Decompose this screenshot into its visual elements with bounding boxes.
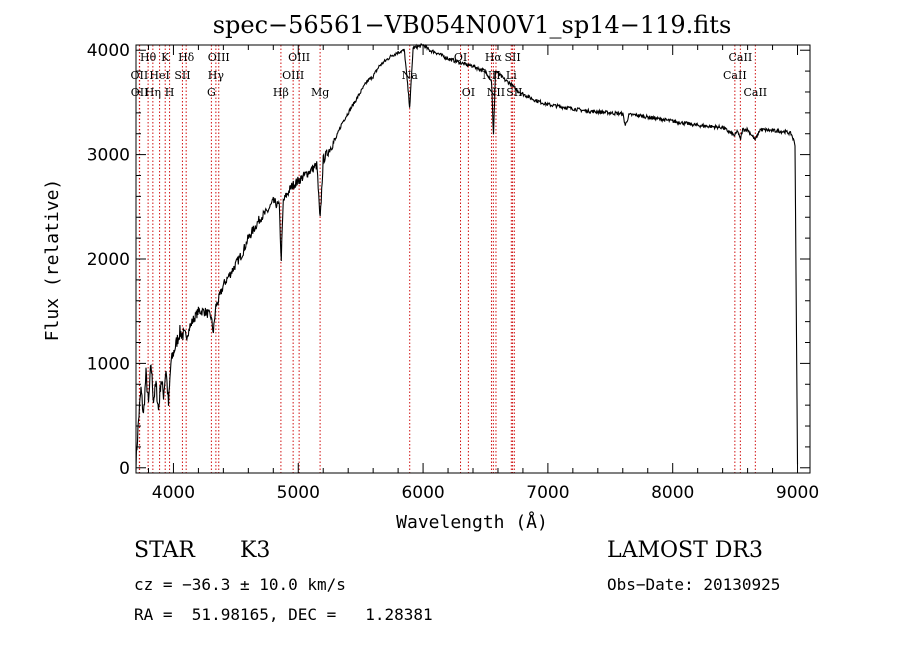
spectral-line-label: SII (506, 86, 522, 99)
coordinates: RA = 51.98165, DEC = 1.28381 (134, 605, 433, 624)
spectral-line-label: HeI (149, 69, 169, 82)
spectral-line-label: CaII (723, 69, 747, 82)
spectral-line-label: SII (504, 51, 520, 64)
spectral-line-label: Hα (485, 51, 503, 64)
spectral-line-label: Hβ (273, 86, 289, 99)
obs-date: Obs−Date: 20130925 (607, 575, 781, 594)
spectral-line-label: Mg (311, 86, 329, 99)
survey-name: LAMOST DR3 (607, 538, 763, 563)
spectral-line-label: OII (131, 86, 149, 99)
y-tick-label: 0 (119, 459, 130, 479)
spectral-line-label: Hη (145, 86, 161, 99)
spectral-line-label: Hδ (178, 51, 195, 64)
spectral-line-label: Na (402, 69, 419, 82)
object-subclass: K3 (240, 538, 271, 563)
y-axis-label: Flux (relative) (42, 179, 63, 342)
redshift-readout: cz = −36.3 ± 10.0 km/s (134, 575, 346, 594)
spectral-line-label: OIII (208, 51, 230, 64)
x-tick-label: 7000 (526, 483, 569, 503)
x-tick-label: 6000 (401, 483, 444, 503)
x-tick-label: 8000 (651, 483, 694, 503)
spectral-line-label: NII (487, 86, 505, 99)
spectral-line-label: Li (506, 69, 517, 82)
axis-ticks: 4000 5000 6000 7000 8000 9000 0 1000 2000 3000 400… (87, 41, 819, 503)
spectral-line-label: Hθ (140, 51, 157, 64)
spectral-line-label: K (161, 51, 170, 64)
spectral-line-label: OIII (282, 69, 304, 82)
x-tick-label: 9000 (776, 483, 819, 503)
chart-title: spec−56561−VB054N00V1_sp14−119.fits (213, 11, 732, 39)
spectral-line-label: CaII (743, 86, 767, 99)
spectral-line-label: OI (462, 86, 475, 99)
y-tick-label: 4000 (87, 41, 130, 61)
x-axis-label: Wavelength (Å) (396, 511, 548, 533)
spectral-line-label: CaII (729, 51, 753, 64)
spectral-line-label: G (207, 86, 216, 99)
y-tick-label: 2000 (87, 250, 130, 270)
x-tick-label: 4000 (152, 483, 195, 503)
x-tick-label: 5000 (277, 483, 320, 503)
object-class: STAR (134, 538, 195, 563)
spectral-line-label: OIII (288, 51, 310, 64)
spectral-line-label: H (165, 86, 175, 99)
spectral-line-markers (138, 45, 756, 473)
spectral-line-label: SII (174, 69, 190, 82)
y-tick-label: 1000 (87, 354, 130, 374)
spectral-line-label: OII (131, 69, 149, 82)
spectrum-series (135, 43, 799, 470)
spectral-line-label: Hγ (208, 69, 225, 82)
y-tick-label: 3000 (87, 146, 130, 166)
